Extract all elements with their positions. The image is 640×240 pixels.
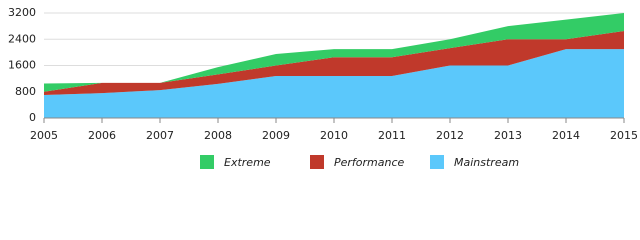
x-tick-label: 2005 (30, 129, 58, 142)
legend-label: Extreme (224, 156, 271, 169)
x-tick-label: 2015 (610, 129, 638, 142)
x-tick-label: 2009 (262, 129, 290, 142)
legend-swatch (310, 155, 324, 169)
area (44, 13, 624, 92)
x-tick-label: 2012 (436, 129, 464, 142)
y-tick-label: 3200 (8, 6, 36, 19)
y-tick-label: 2400 (8, 32, 36, 45)
y-tick-label: 1600 (8, 59, 36, 72)
area (44, 49, 624, 118)
legend-label: Performance (334, 156, 405, 169)
x-tick-label: 2007 (146, 129, 174, 142)
y-tick-label: 0 (29, 111, 36, 124)
x-tick-label: 2008 (204, 129, 232, 142)
x-tick-label: 2010 (320, 129, 348, 142)
area (44, 31, 624, 96)
x-tick-label: 2011 (378, 129, 406, 142)
chart: 0 800 1600 2400 3200 2005 2006 2007 2008 2009 2010… (8, 6, 638, 169)
x-tick-label: 2014 (552, 129, 580, 142)
legend-label: Mainstream (454, 156, 519, 169)
legend-swatch (430, 155, 444, 169)
y-tick-label: 800 (15, 85, 36, 98)
x-tick-label: 2006 (88, 129, 116, 142)
x-tick-label: 2013 (494, 129, 522, 142)
legend-swatch (200, 155, 214, 169)
